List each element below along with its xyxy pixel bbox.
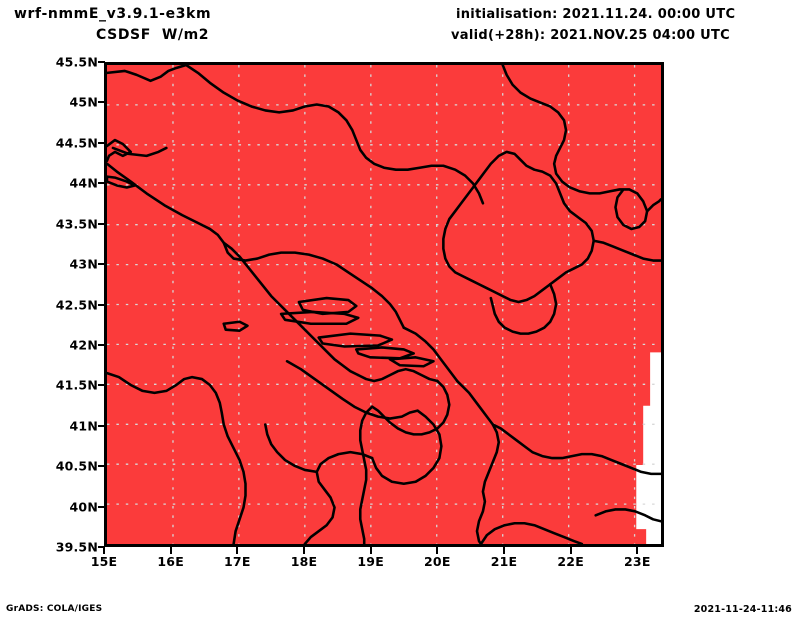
y-tick-mark [98, 61, 105, 63]
map-canvas [107, 65, 661, 544]
data-field-layer [107, 65, 661, 544]
y-tick-mark [98, 424, 105, 427]
initialisation-label: initialisation: 2021.11.24. 00:00 UTC [456, 7, 736, 22]
y-tick-mark [98, 505, 105, 508]
gridlines [107, 65, 661, 544]
x-tick-label: 15E [90, 554, 118, 569]
y-tick-mark [98, 101, 105, 104]
x-tick-mark [103, 547, 105, 554]
coastline-border-layer [107, 65, 661, 544]
y-tick-label: 44N [69, 175, 98, 191]
y-tick-label: 40N [69, 499, 98, 515]
y-tick-mark [98, 141, 105, 144]
x-tick-label: 19E [357, 554, 384, 569]
y-tick-label: 42N [69, 337, 98, 353]
x-tick-mark [236, 547, 239, 554]
plot-header: wrf-nmmE_v3.9.1-e3km CSDSF W/m2 initiali… [0, 0, 800, 52]
y-tick-label: 41N [69, 418, 98, 434]
x-tick-mark [503, 547, 505, 554]
y-tick-label: 45.5N [55, 54, 98, 70]
valid-time-label: valid(+28h): 2021.NOV.25 04:00 UTC [451, 28, 731, 43]
y-tick-label: 45N [69, 94, 98, 110]
x-tick-label: 16E [157, 554, 184, 569]
x-tick-label: 23E [624, 554, 651, 569]
x-tick-label: 22E [557, 554, 584, 569]
x-tick-label: 17E [224, 554, 251, 569]
x-tick-mark [436, 547, 439, 554]
y-tick-label: 39.5N [55, 539, 98, 555]
x-tick-mark [169, 547, 172, 554]
y-tick-label: 41.5N [55, 377, 98, 393]
y-tick-mark [98, 384, 105, 387]
y-tick-mark [98, 465, 105, 468]
y-tick-mark [98, 343, 105, 346]
y-tick-mark [98, 222, 105, 225]
x-tick-label: 20E [424, 554, 451, 569]
y-tick-label: 43N [69, 256, 98, 272]
x-tick-mark [569, 547, 572, 554]
map-plot-area [104, 62, 664, 547]
x-tick-mark [369, 547, 372, 554]
x-tick-label: 18E [290, 554, 318, 569]
model-title: wrf-nmmE_v3.9.1-e3km [14, 6, 212, 22]
y-tick-mark [98, 182, 105, 185]
x-axis-labels: 15E 16E 17E 18E 19E 20E 21E 22E 23E [91, 549, 664, 571]
y-tick-mark [98, 303, 105, 306]
x-tick-mark [303, 547, 305, 554]
variable-units-label: CSDSF W/m2 [96, 27, 210, 43]
y-tick-label: 40.5N [55, 458, 98, 474]
render-timestamp: 2021-11-24-11:46 [693, 604, 792, 615]
y-tick-mark [98, 546, 105, 548]
y-tick-label: 42.5N [55, 297, 98, 312]
grads-credit-label: GrADS: COLA/IGES [6, 604, 103, 614]
x-tick-mark [636, 547, 639, 554]
y-tick-mark [98, 263, 105, 266]
y-tick-label: 43.5N [55, 216, 98, 232]
y-axis-labels: 45.5N 45N 44.5N 44N 43.5N 43N 42.5N 42N … [30, 55, 98, 555]
y-tick-label: 44.5N [55, 135, 98, 151]
x-tick-label: 21E [490, 554, 518, 569]
